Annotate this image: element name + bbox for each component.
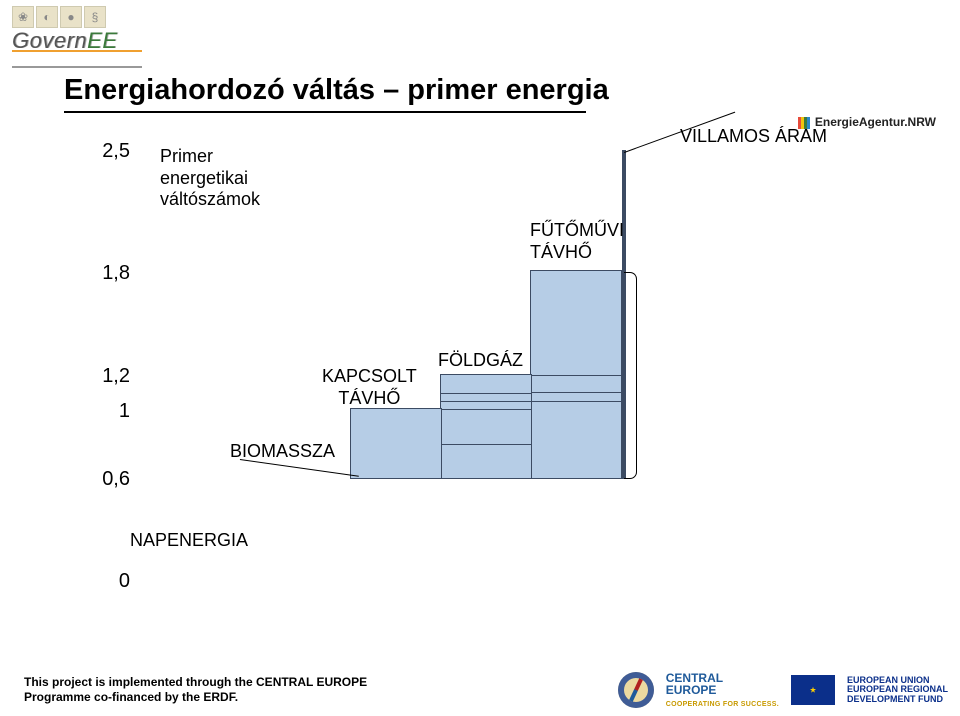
seg [441, 409, 531, 410]
sq-icon: § [84, 6, 106, 28]
footer-text: This project is implemented through the … [24, 675, 367, 704]
bar-kapcsolt [350, 408, 442, 479]
title-underline [64, 111, 586, 113]
label-kapcsolt: KAPCSOLT TÁVHŐ [322, 366, 417, 409]
label-futomuvi: FŰTŐMŰVI TÁVHŐ [530, 220, 624, 263]
footer: This project is implemented through the … [0, 660, 960, 716]
ytick-1-8: 1,8 [60, 262, 130, 285]
seg [531, 401, 621, 402]
seg [531, 392, 621, 393]
central-tag: COOPERATING FOR SUCCESS. [666, 701, 779, 708]
label-villamos: VILLAMOS ÁRAM [680, 126, 827, 148]
sq-icon: ◐ [36, 6, 58, 28]
central-europe-logo: CENTRAL EUROPE COOPERATING FOR SUCCESS. [666, 672, 779, 708]
ytick-1: 1 [60, 400, 130, 423]
seg [441, 444, 531, 445]
ytick-0-6: 0,6 [60, 468, 130, 491]
bar-futomuvi [530, 270, 622, 479]
footer-logos: CENTRAL EUROPE COOPERATING FOR SUCCESS. … [618, 672, 948, 708]
page-title: Energiahordozó váltás – primer energia [64, 74, 609, 107]
bar-foldgaz [440, 374, 532, 479]
ytick-0: 0 [60, 570, 130, 593]
brace-futo [624, 272, 637, 479]
governee-logo: ❀ ◐ ● § GovernEE [12, 6, 142, 68]
label-primer: Primer energetikai váltószámok [160, 146, 260, 211]
ytick-2-5: 2,5 [60, 140, 130, 163]
logo-squares: ❀ ◐ ● § [12, 6, 142, 28]
seg [441, 401, 531, 402]
footer-line1: This project is implemented through the … [24, 675, 367, 689]
ytick-1-2: 1,2 [60, 365, 130, 388]
central2: EUROPE [666, 683, 717, 697]
footer-line2: Programme co-financed by the ERDF. [24, 690, 238, 704]
ea-text: EnergieAgentur.NRW [815, 115, 936, 129]
primer-energy-chart: 0 0,6 1 1,2 1,8 2,5 VILLAMOS ÁRAM FŰTŐMŰ… [60, 150, 880, 620]
eu3: DEVELOPMENT FUND [847, 694, 943, 704]
label-napenergia: NAPENERGIA [130, 530, 248, 552]
stars-icon: ⋆ [791, 675, 835, 705]
erdf-text: EUROPEAN UNION EUROPEAN REGIONAL DEVELOP… [847, 676, 948, 704]
sq-icon: ❀ [12, 6, 34, 28]
compass-icon [618, 672, 654, 708]
eu-flag-icon: ⋆ [791, 675, 835, 705]
sq-icon: ● [60, 6, 82, 28]
seg [531, 375, 621, 376]
label-foldgaz: FÖLDGÁZ [438, 350, 523, 372]
seg [441, 393, 531, 394]
